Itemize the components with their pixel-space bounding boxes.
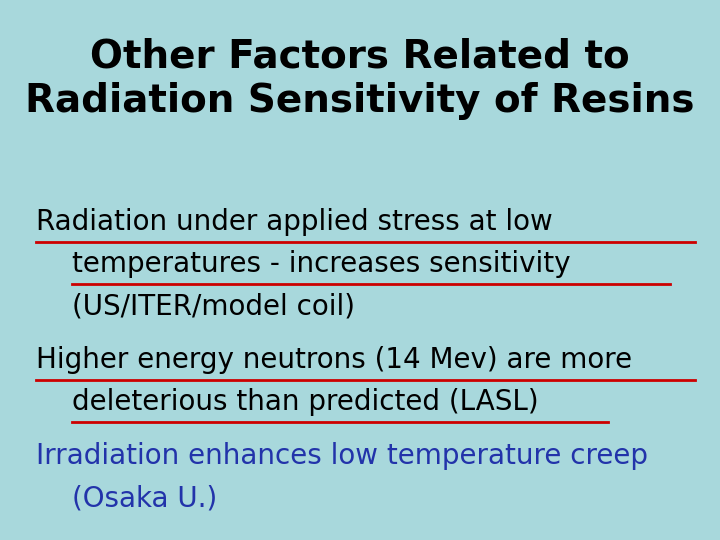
Text: (US/ITER/model coil): (US/ITER/model coil) [72, 292, 355, 320]
Text: temperatures - increases sensitivity: temperatures - increases sensitivity [72, 250, 570, 278]
Text: Radiation under applied stress at low: Radiation under applied stress at low [36, 208, 553, 236]
Text: (Osaka U.): (Osaka U.) [72, 484, 217, 512]
Text: Irradiation enhances low temperature creep: Irradiation enhances low temperature cre… [36, 442, 648, 470]
Text: deleterious than predicted (LASL): deleterious than predicted (LASL) [72, 388, 539, 416]
Text: Other Factors Related to
Radiation Sensitivity of Resins: Other Factors Related to Radiation Sensi… [25, 38, 695, 120]
Text: Higher energy neutrons (14 Mev) are more: Higher energy neutrons (14 Mev) are more [36, 346, 632, 374]
